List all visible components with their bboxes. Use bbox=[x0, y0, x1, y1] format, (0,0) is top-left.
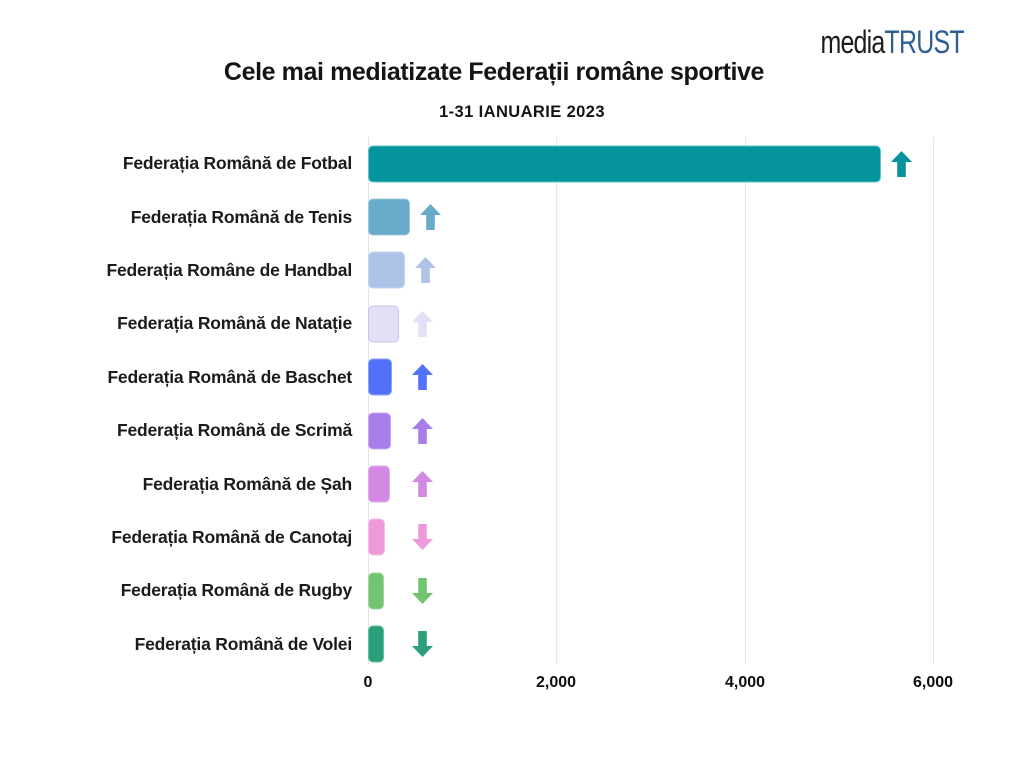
trend-up-arrow-icon bbox=[420, 204, 442, 231]
gridline-6000 bbox=[933, 137, 934, 664]
bar bbox=[368, 305, 399, 343]
bar bbox=[368, 412, 392, 450]
x-tick: 0 bbox=[363, 674, 373, 691]
chart-rows: Federația Română de Fotbal Federația Româ… bbox=[0, 137, 1024, 671]
bar-area bbox=[368, 618, 1024, 671]
trend-up-arrow-icon bbox=[412, 417, 433, 444]
trend-up-arrow-icon bbox=[412, 310, 433, 337]
bar-area bbox=[368, 190, 1024, 243]
category-label: Federația Române de Handbal bbox=[106, 259, 353, 280]
trend-down-arrow-icon bbox=[412, 631, 433, 658]
category-label: Federația Română de Tenis bbox=[130, 206, 352, 227]
bar-area bbox=[368, 511, 1024, 564]
bar-area bbox=[368, 244, 1024, 297]
bar bbox=[368, 518, 385, 556]
category-label: Federația Română de Scrimă bbox=[116, 420, 352, 441]
chart-row: Federația Română de Baschet bbox=[0, 351, 1024, 404]
trend-up-arrow-icon bbox=[412, 364, 433, 391]
mediatrust-logo: mediaTRUST bbox=[820, 24, 965, 61]
chart-subtitle: 1-31 IANUARIE 2023 bbox=[439, 103, 605, 121]
category-label: Federația Română de Rugby bbox=[120, 580, 353, 601]
category-label: Federația Română de Fotbal bbox=[122, 153, 352, 174]
bar-area bbox=[368, 404, 1024, 457]
bar-chart: Federația Română de Fotbal Federația Româ… bbox=[0, 137, 1024, 713]
category-label: Federația Română de Natație bbox=[117, 313, 352, 334]
chart-row: Federația Română de Scrimă bbox=[0, 404, 1024, 457]
bar-area bbox=[368, 564, 1024, 617]
chart-title: Cele mai mediatizate Federații române sp… bbox=[223, 58, 765, 86]
chart-row: Federația Română de Rugby bbox=[0, 564, 1024, 617]
bar bbox=[368, 358, 392, 396]
trend-up-arrow-icon bbox=[415, 257, 437, 284]
category-label: Federația Română de Șah bbox=[142, 473, 353, 494]
x-tick: 4,000 bbox=[724, 674, 766, 691]
trend-down-arrow-icon bbox=[412, 577, 433, 604]
gridline-0 bbox=[368, 137, 369, 664]
category-label: Federația Română de Canotaj bbox=[111, 526, 352, 547]
chart-row: Federația Română de Șah bbox=[0, 457, 1024, 510]
bar-area bbox=[368, 351, 1024, 404]
bar-area bbox=[368, 297, 1024, 350]
trend-down-arrow-icon bbox=[412, 524, 433, 551]
chart-row: Federația Română de Tenis bbox=[0, 190, 1024, 243]
logo-media-text: media bbox=[820, 24, 886, 60]
chart-row: Federația Române de Handbal bbox=[0, 244, 1024, 297]
x-tick: 2,000 bbox=[535, 674, 577, 691]
trend-up-arrow-icon bbox=[412, 471, 433, 498]
bar bbox=[368, 198, 411, 236]
gridline-2000 bbox=[556, 137, 557, 664]
bar-area bbox=[368, 457, 1024, 510]
x-axis: 0 2,000 4,000 6,000 bbox=[0, 668, 1024, 698]
bar bbox=[368, 625, 384, 663]
bar bbox=[368, 251, 406, 289]
chart-row: Federația Română de Volei bbox=[0, 618, 1024, 671]
category-label: Federația Română de Baschet bbox=[107, 366, 352, 387]
chart-row: Federația Română de Fotbal bbox=[0, 137, 1024, 190]
category-label: Federația Română de Volei bbox=[134, 633, 353, 654]
bar bbox=[368, 145, 882, 183]
logo-trust-text: TRUST bbox=[884, 24, 965, 60]
bar bbox=[368, 572, 385, 610]
bar bbox=[368, 465, 391, 503]
chart-row: Federația Română de Canotaj bbox=[0, 511, 1024, 564]
bar-area bbox=[368, 137, 1024, 190]
trend-up-arrow-icon bbox=[891, 150, 913, 177]
chart-row: Federația Română de Natație bbox=[0, 297, 1024, 350]
gridline-4000 bbox=[745, 137, 746, 664]
x-tick: 6,000 bbox=[912, 674, 954, 691]
